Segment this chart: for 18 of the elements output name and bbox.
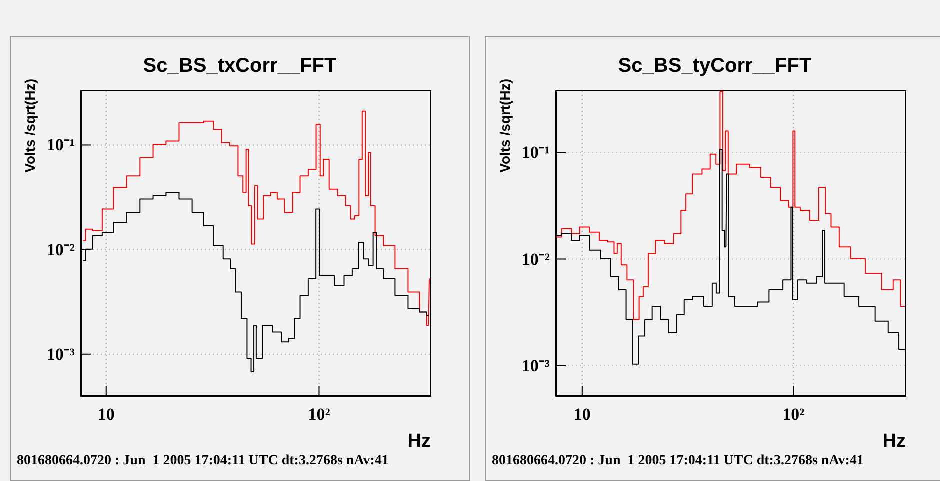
x-tick-label: 10² — [782, 405, 805, 424]
x-axis-title: Hz — [408, 431, 431, 452]
x-tick-label: 10 — [574, 405, 591, 424]
x-tick-label: 10 — [98, 405, 115, 424]
y-tick-label: 10⁻² — [46, 240, 75, 260]
y-tick-label: 10⁻¹ — [46, 136, 75, 155]
text: 801680664.0720 : Jun 1 2005 17:04:11 UTC dt:3.2768s nAv:41 — [17, 454, 389, 468]
chart-title: Sc_BS_tyCorr__FFT — [618, 55, 812, 77]
x-axis-title: Hz — [882, 431, 906, 452]
y-tick-label: 10⁻³ — [522, 356, 550, 376]
y-axis-title: Volts /sqrt(Hz) — [22, 79, 38, 173]
y-axis-title: Volts /sqrt(Hz) — [497, 79, 513, 173]
text: 801680664.0720 : Jun 1 2005 17:04:11 UTC dt:3.2768s nAv:41 — [492, 454, 864, 468]
y-tick-label: 10⁻² — [522, 250, 550, 269]
chart-title: Sc_BS_txCorr__FFT — [143, 55, 337, 77]
y-tick-label: 10⁻³ — [46, 344, 75, 364]
y-tick-label: 10⁻¹ — [522, 143, 550, 162]
x-tick-label: 10² — [308, 405, 330, 424]
